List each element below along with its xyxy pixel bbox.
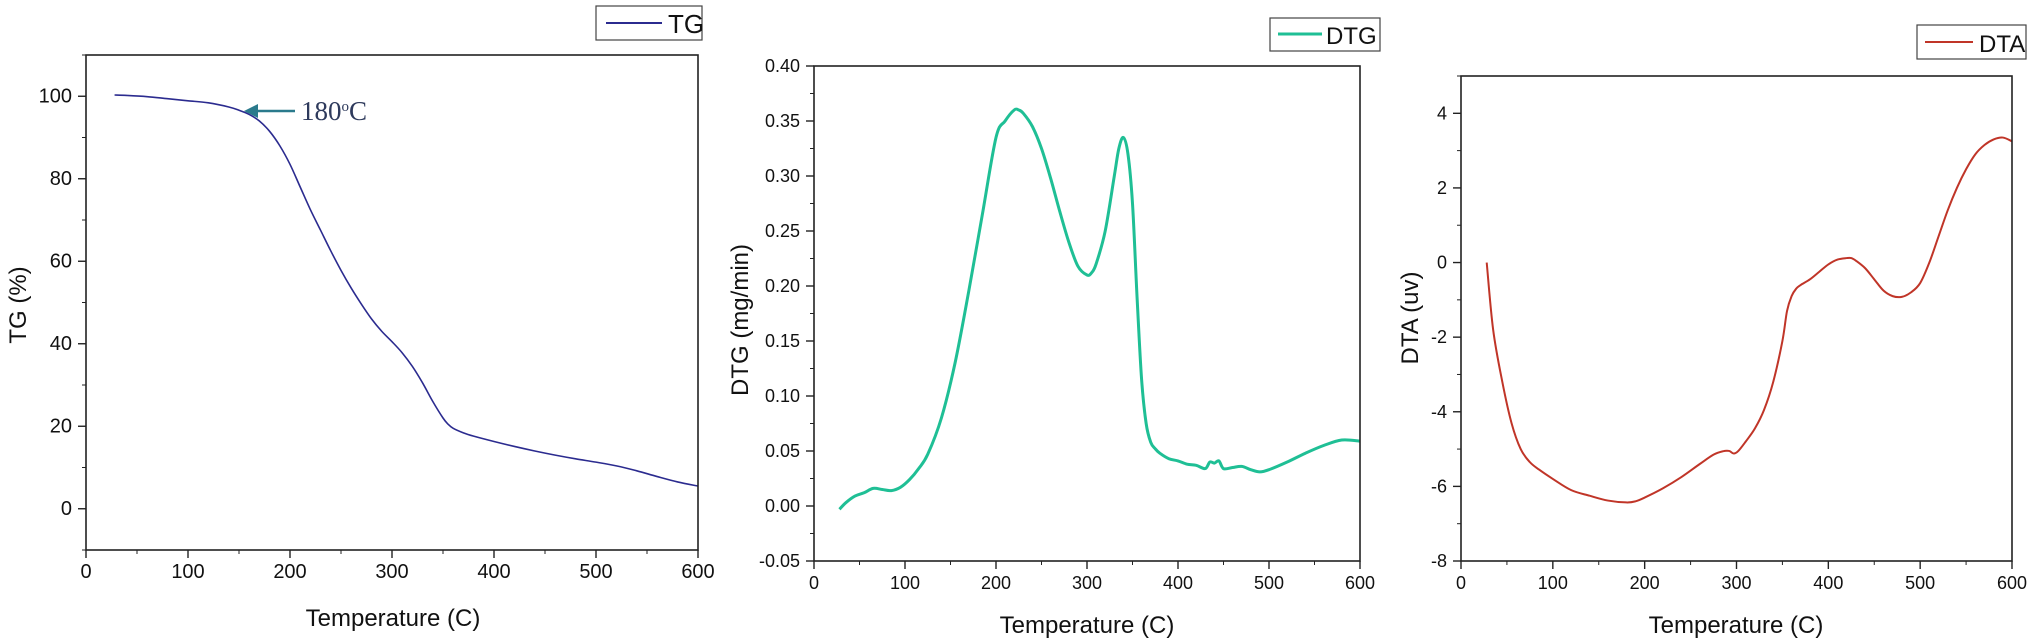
dtg-x-tick-label: 100	[890, 573, 920, 593]
dta-y-tick-label: -8	[1431, 551, 1447, 571]
dtg-y-tick-label: 0.00	[765, 496, 800, 516]
dtg-y-tick-label: 0.35	[765, 111, 800, 131]
dta-y-tick-label: 4	[1437, 103, 1447, 123]
dtg-chart: DTG 0 100 200 300 400 500 600 -0.05 0.00 0.05 0.10…	[727, 17, 1381, 639]
tg-annotation-number: 180	[301, 96, 342, 126]
dta-x-tick-label: 300	[1721, 573, 1751, 593]
tg-chart: TG 0 100 200 300 400 500 600 0 20 40 60 80 100 Tempe…	[5, 5, 715, 632]
tg-y-tick-label: 0	[61, 498, 72, 520]
dtg-y-tick-label: 0.05	[765, 441, 800, 461]
dtg-y-tick-label: 0.10	[765, 386, 800, 406]
dtg-x-tick-label: 400	[1163, 573, 1193, 593]
dtg-x-tick-label: 300	[1072, 573, 1102, 593]
tg-x-tick-label: 500	[579, 561, 612, 583]
dtg-legend-label: DTG	[1326, 23, 1377, 50]
tg-y-tick-label: 80	[50, 168, 72, 190]
tg-annotation-unit: C	[349, 96, 367, 126]
dta-y-tick-label: -4	[1431, 402, 1447, 422]
dta-y-tick-label: -6	[1431, 476, 1447, 496]
dta-x-axis-label: Temperature (C)	[1649, 612, 1824, 639]
tg-series-line	[114, 94, 699, 487]
tg-annotation-label: 180oC	[301, 96, 367, 126]
dtg-plot-frame	[813, 65, 1361, 562]
dta-series-line	[1485, 136, 2013, 504]
dta-x-tick-label: 600	[1997, 573, 2027, 593]
dtg-x-tick-label: 200	[981, 573, 1011, 593]
dtg-y-tick-label: 0.15	[765, 331, 800, 351]
dta-chart: DTA 0 100 200 300 400 500 600 -8 -6 -4 -2 0 2 4 Tempe…	[1397, 24, 2027, 639]
dta-x-tick-label: 0	[1456, 573, 1466, 593]
dtg-y-tick-label: 0.20	[765, 276, 800, 296]
dta-plot-frame	[1460, 75, 2013, 562]
tg-y-axis-label: TG (%)	[5, 266, 32, 343]
tg-y-tick-label: 60	[50, 250, 72, 272]
dtg-y-tick-label: 0.25	[765, 221, 800, 241]
dtg-x-tick-label: 600	[1345, 573, 1375, 593]
dta-y-tick-label: 2	[1437, 178, 1447, 198]
tg-y-tick-label: 100	[39, 85, 72, 107]
dta-x-tick-label: 100	[1538, 573, 1568, 593]
dta-y-axis-label: DTA (uv)	[1397, 272, 1424, 365]
tg-x-tick-label: 400	[477, 561, 510, 583]
tg-legend-label: TG	[668, 9, 704, 39]
dtg-x-tick-label: 0	[809, 573, 819, 593]
dta-y-tick-label: 0	[1437, 253, 1447, 273]
tg-x-tick-label: 0	[80, 561, 91, 583]
tg-annotation-degree: o	[342, 99, 350, 115]
tg-annotation-arrowhead	[244, 104, 258, 118]
dta-x-tick-label: 500	[1905, 573, 1935, 593]
tg-x-tick-label: 600	[681, 561, 714, 583]
dta-x-tick-label: 200	[1630, 573, 1660, 593]
dta-legend-label: DTA	[1979, 31, 2025, 58]
dtg-x-tick-label: 500	[1254, 573, 1284, 593]
dtg-series-line	[838, 107, 1361, 511]
dtg-y-axis-label: DTG (mg/min)	[727, 244, 754, 396]
tg-y-tick-label: 20	[50, 415, 72, 437]
tg-x-axis-label: Temperature (C)	[306, 605, 481, 632]
tg-x-tick-label: 100	[171, 561, 204, 583]
tg-y-tick-label: 40	[50, 333, 72, 355]
dtg-y-tick-label: 0.30	[765, 166, 800, 186]
tg-plot-frame	[85, 54, 699, 551]
tg-x-tick-label: 200	[273, 561, 306, 583]
dta-y-tick-label: -2	[1431, 327, 1447, 347]
dtg-x-axis-label: Temperature (C)	[1000, 612, 1175, 639]
tg-x-tick-label: 300	[375, 561, 408, 583]
dtg-y-tick-label: 0.40	[765, 56, 800, 76]
dtg-y-tick-label: -0.05	[759, 551, 800, 571]
dta-x-tick-label: 400	[1813, 573, 1843, 593]
